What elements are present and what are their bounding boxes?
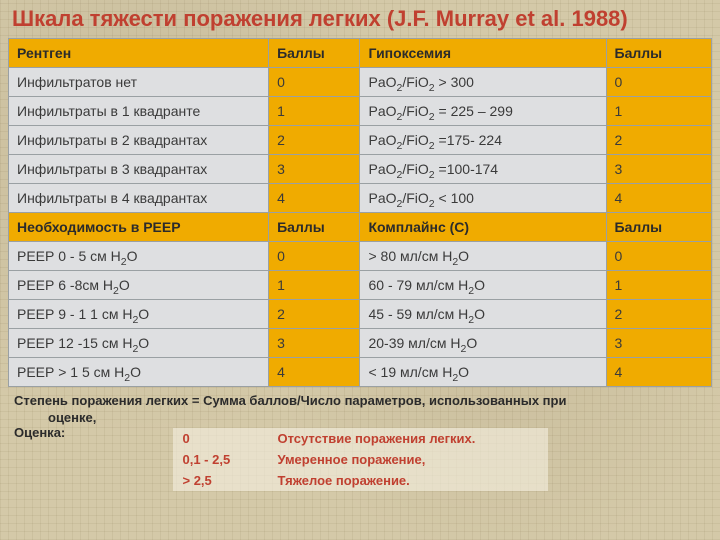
- cell-desc: 60 - 79 мл/см Н2О: [360, 271, 606, 300]
- hdr-peep: Необходимость в РЕЕР: [9, 213, 269, 242]
- cell-desc: < 19 мл/см Н2О: [360, 358, 606, 387]
- eval-value: Умеренное поражение,: [268, 449, 548, 470]
- cell-score: 0: [269, 242, 360, 271]
- cell-desc: PaO2/FiO2 = 225 – 299: [360, 97, 606, 126]
- formula-line2: оценке,: [8, 410, 712, 425]
- cell-score: 0: [606, 68, 711, 97]
- cell-score: 1: [269, 271, 360, 300]
- eval-row: 0Отсутствие поражения легких.: [173, 428, 548, 449]
- eval-key: 0,1 - 2,5: [173, 449, 268, 470]
- cell-score: 3: [269, 155, 360, 184]
- cell-score: 4: [269, 184, 360, 213]
- cell-score: 2: [269, 300, 360, 329]
- page-title: Шкала тяжести поражения легких (J.F. Mur…: [8, 4, 712, 38]
- eval-value: Отсутствие поражения легких.: [268, 428, 548, 449]
- table-row: Инфильтраты в 2 квадрантах2PaO2/FiO2 =17…: [9, 126, 712, 155]
- hdr-xray: Рентген: [9, 39, 269, 68]
- cell-score: 2: [269, 126, 360, 155]
- hdr-score4: Баллы: [606, 213, 711, 242]
- cell-score: 1: [606, 97, 711, 126]
- table-row: РЕЕР 6 -8см Н2О160 - 79 мл/см Н2О1: [9, 271, 712, 300]
- cell-desc: PaO2/FiO2 < 100: [360, 184, 606, 213]
- hdr-score3: Баллы: [269, 213, 360, 242]
- table-row: РЕЕР 9 - 1 1 см Н2О245 - 59 мл/см Н2О2: [9, 300, 712, 329]
- cell-score: 4: [606, 184, 711, 213]
- hdr-hypox: Гипоксемия: [360, 39, 606, 68]
- table-row: Инфильтраты в 4 квадрантах4PaO2/FiO2 < 1…: [9, 184, 712, 213]
- eval-key: > 2,5: [173, 470, 268, 491]
- table-row: Инфильтраты в 1 квадранте1PaO2/FiO2 = 22…: [9, 97, 712, 126]
- table-row: РЕЕР > 1 5 см Н2О4< 19 мл/см Н2О4: [9, 358, 712, 387]
- cell-desc: Инфильтраты в 3 квадрантах: [9, 155, 269, 184]
- cell-desc: PaO2/FiO2 =175- 224: [360, 126, 606, 155]
- table-row: РЕЕР 12 -15 см Н2О320-39 мл/см Н2О3: [9, 329, 712, 358]
- cell-score: 4: [269, 358, 360, 387]
- hdr-score2: Баллы: [606, 39, 711, 68]
- hdr-compl: Комплайнс (С): [360, 213, 606, 242]
- cell-score: 0: [269, 68, 360, 97]
- table-row: Инфильтраты в 3 квадрантах3PaO2/FiO2 =10…: [9, 155, 712, 184]
- cell-score: 1: [269, 97, 360, 126]
- cell-desc: Инфильтраты в 4 квадрантах: [9, 184, 269, 213]
- cell-desc: > 80 мл/см Н2О: [360, 242, 606, 271]
- table-row: РЕЕР 0 - 5 см Н2О0> 80 мл/см Н2О0: [9, 242, 712, 271]
- score-table: Рентген Баллы Гипоксемия Баллы Инфильтра…: [8, 38, 712, 387]
- evaluation-table: 0Отсутствие поражения легких.0,1 - 2,5Ум…: [173, 428, 548, 491]
- cell-score: 3: [269, 329, 360, 358]
- cell-desc: 20-39 мл/см Н2О: [360, 329, 606, 358]
- header-row-1: Рентген Баллы Гипоксемия Баллы: [9, 39, 712, 68]
- cell-desc: Инфильтраты в 2 квадрантах: [9, 126, 269, 155]
- cell-desc: РЕЕР 0 - 5 см Н2О: [9, 242, 269, 271]
- cell-desc: PaO2/FiO2 =100-174: [360, 155, 606, 184]
- cell-desc: 45 - 59 мл/см Н2О: [360, 300, 606, 329]
- cell-desc: Инфильтраты в 1 квадранте: [9, 97, 269, 126]
- cell-desc: РЕЕР 6 -8см Н2О: [9, 271, 269, 300]
- eval-value: Тяжелое поражение.: [268, 470, 548, 491]
- eval-row: > 2,5Тяжелое поражение.: [173, 470, 548, 491]
- cell-score: 1: [606, 271, 711, 300]
- cell-score: 2: [606, 300, 711, 329]
- cell-score: 2: [606, 126, 711, 155]
- cell-desc: Инфильтратов нет: [9, 68, 269, 97]
- cell-desc: РЕЕР 12 -15 см Н2О: [9, 329, 269, 358]
- cell-desc: PaO2/FiO2 > 300: [360, 68, 606, 97]
- cell-score: 4: [606, 358, 711, 387]
- cell-score: 0: [606, 242, 711, 271]
- header-row-2: Необходимость в РЕЕР Баллы Комплайнс (С)…: [9, 213, 712, 242]
- cell-score: 3: [606, 155, 711, 184]
- cell-score: 3: [606, 329, 711, 358]
- table-row: Инфильтратов нет0PaO2/FiO2 > 3000: [9, 68, 712, 97]
- eval-row: 0,1 - 2,5Умеренное поражение,: [173, 449, 548, 470]
- formula-line1: Степень поражения легких = Сумма баллов/…: [8, 387, 712, 410]
- hdr-score1: Баллы: [269, 39, 360, 68]
- cell-desc: РЕЕР 9 - 1 1 см Н2О: [9, 300, 269, 329]
- cell-desc: РЕЕР > 1 5 см Н2О: [9, 358, 269, 387]
- eval-key: 0: [173, 428, 268, 449]
